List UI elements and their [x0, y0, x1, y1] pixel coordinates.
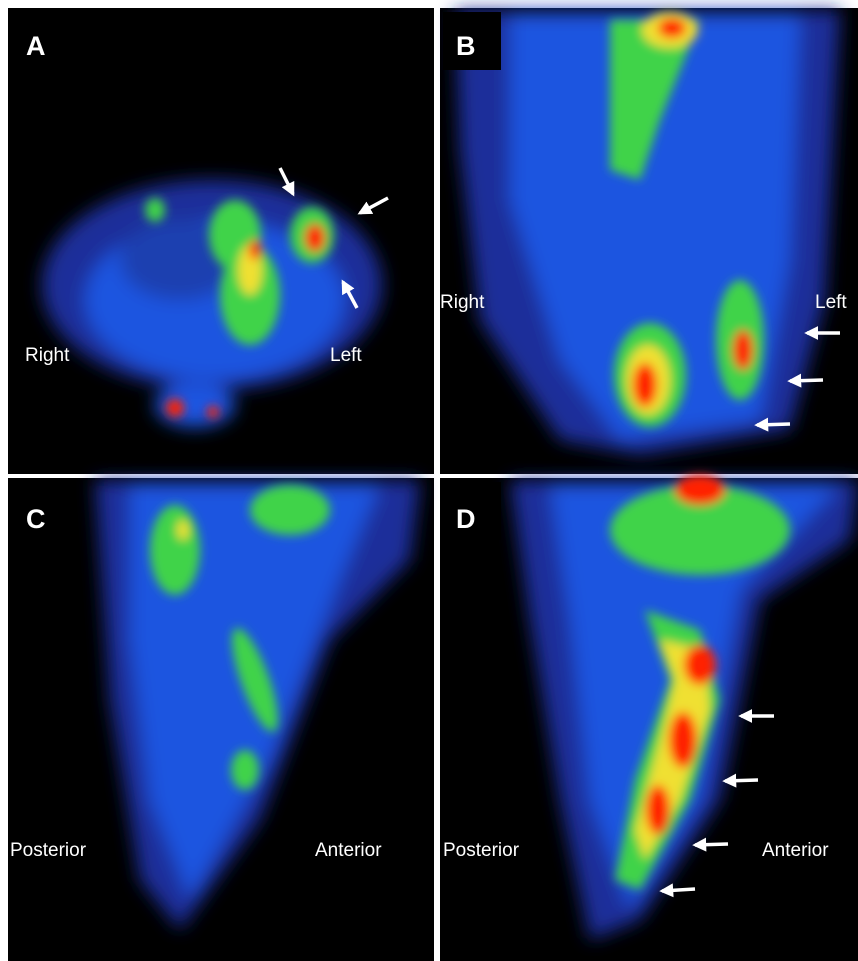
- figure: A Right Left B Right Left: [0, 0, 858, 961]
- orientation-label: Posterior: [10, 840, 87, 861]
- arrow: [662, 889, 695, 891]
- panel-c: C Posterior Anterior: [8, 478, 434, 961]
- arrow: [757, 424, 790, 425]
- orientation-label: Left: [330, 345, 362, 366]
- panel-letter: B: [456, 31, 476, 61]
- panel-d: D Posterior Anterior: [440, 475, 858, 961]
- arrow: [790, 380, 823, 381]
- arrow: [725, 780, 758, 781]
- arrow: [695, 844, 728, 845]
- panel-letter: D: [456, 504, 476, 534]
- panel-letter: A: [26, 31, 46, 61]
- orientation-label: Right: [25, 345, 70, 366]
- orientation-label: Posterior: [443, 840, 520, 861]
- orientation-label: Anterior: [762, 840, 829, 861]
- orientation-label: Left: [815, 292, 847, 313]
- orientation-label: Right: [440, 292, 485, 313]
- orientation-label: Anterior: [315, 840, 382, 861]
- panel-letter: C: [26, 504, 46, 534]
- panel-a: A Right Left: [8, 8, 434, 474]
- panel-b: B Right Left: [440, 8, 858, 474]
